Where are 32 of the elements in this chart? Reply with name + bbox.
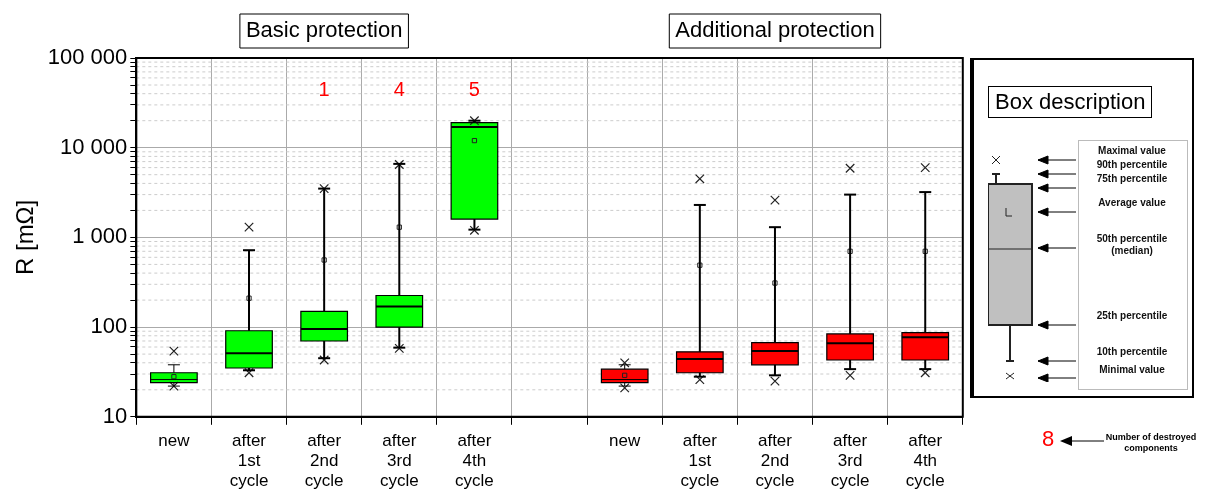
x-tick-label: after 3rd cycle	[379, 430, 419, 491]
text: 75th percentile	[1095, 173, 1169, 185]
y-tick-label: 10 000	[60, 133, 128, 159]
text: 50th percentile (median)	[1095, 233, 1169, 257]
text: 10th percentile	[1095, 346, 1169, 358]
y-tick-label: 100	[90, 313, 128, 339]
x-tick-label: after 4th cycle	[455, 430, 494, 491]
text: Basic protection	[245, 17, 403, 43]
x-tick-label: after 4th cycle	[905, 430, 945, 491]
text: Minimal value	[1098, 364, 1166, 376]
x-tick-label: after 3rd cycle	[830, 430, 870, 491]
y-tick-label: 1 000	[72, 223, 128, 249]
text: 8	[1042, 426, 1055, 452]
x-tick-label: after 1st cycle	[680, 430, 720, 491]
x-tick-label: new	[609, 430, 642, 450]
x-tick-label: after 1st cycle	[229, 430, 269, 491]
text: Average value	[1097, 197, 1167, 209]
y-axis-title: R [mΩ]	[11, 199, 39, 276]
y-tick-label: 100 000	[47, 44, 128, 70]
annotation: 5	[468, 77, 480, 100]
text: 25th percentile	[1095, 310, 1169, 322]
text: Additional protection	[675, 17, 875, 43]
x-tick-label: after 2nd cycle	[304, 430, 344, 491]
y-tick-label: 10	[102, 402, 128, 428]
text: Maximal value	[1097, 145, 1167, 157]
text: Number of destroyed components	[1104, 432, 1198, 454]
x-tick-label: after 2nd cycle	[755, 430, 795, 491]
text: 90th percentile	[1095, 159, 1169, 171]
text: Box description	[988, 86, 1153, 118]
x-tick-label: new	[158, 430, 191, 450]
annotation: 4	[393, 77, 405, 100]
annotation: 1	[318, 77, 330, 100]
